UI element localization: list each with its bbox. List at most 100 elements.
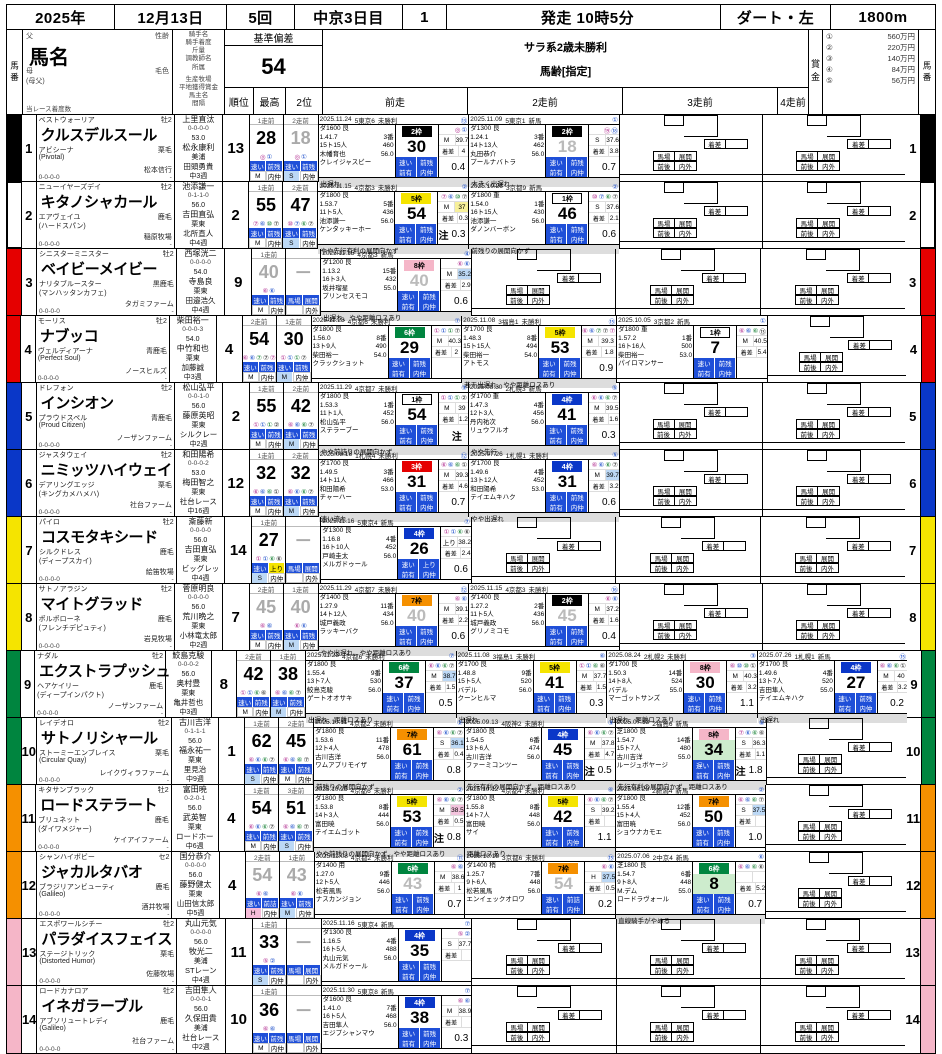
past-race-details: ダ1700 良 1.49.5 3番 14ト11人 466 和田陽希 53.0 チャーハー — [319, 460, 395, 512]
past-race-block[interactable]: 2025.11.30 5東京8 新馬 ⑦ ダ1600 良 1.41.0 7番 16ト5人 468… — [321, 986, 473, 1053]
horse-name-cell[interactable]: ナダル 牡2 エクストラプッシュ ヘアケイリー 鹿毛 (ディープインパクト) ノーザンファー… — [35, 651, 171, 717]
past-race-block[interactable]: 2025.11.08 4京都2 未勝利 ⑪ ダ1400 用 1.27.0 9番 12ト5人 44… — [314, 852, 466, 918]
table-row[interactable]: 12 シャンハイボビー セ2 ジャカルタバオ ブラジリアンビューティ 鹿毛 (Galileo… — [7, 852, 935, 925]
jockey-trainer-cell[interactable]: 西塚洸二 0-0-0-0 54.0 寺島良 栗東 田邉浩久 中4週 — [177, 249, 226, 315]
horse-name-cell[interactable]: レイデオロ 牡2 サトノリシャール ストーミーエンブレイス 栗毛 (Circular Qu… — [37, 718, 173, 784]
deviation-best-cell: 1走前 33 ⑤ ② 速い 前残 S 内仲 — [252, 919, 287, 985]
past-race-gate: 1番 — [534, 200, 545, 208]
past-race-block[interactable]: 2025.10.11 4京都2 未勝利 ② ダ1800 良 1.53.6 11番 12ト4人 4… — [314, 718, 465, 791]
table-row[interactable]: 9 ナダル 牡2 エクストラプッシュ ヘアケイリー 鹿毛 (ディープインパクト) ノーザンファ… — [7, 651, 935, 724]
jockey-trainer-cell[interactable]: 松山弘平 0-0-1-0 56.0 藤原英昭 栗東 シルクレー 中2週 — [175, 383, 224, 449]
past-race-comment — [762, 442, 906, 449]
table-row[interactable]: 11 キタサンブラック 牡2 ロードステラート ブリュネット 鹿毛 (ダイワメジャー) ケイア… — [7, 785, 936, 858]
prize-amount: 560万円 — [887, 32, 915, 41]
jockey-trainer-cell[interactable]: 富田暁 0-2-0-1 56.0 武英智 栗東 ロードホー 中6週 — [172, 785, 219, 851]
inside-outside-label: 内外 — [672, 1032, 695, 1042]
table-row[interactable]: 8 サトノアラジン 牡2 マイトグラッド ポルポローネ 鹿毛 (フレンチデピュティ) 岩見牧場… — [7, 584, 935, 657]
jockey-trainer-cell[interactable]: 和田陽希 0-0-0-2 53.0 梅田智之 栗東 社台レース 中16週 — [175, 450, 223, 516]
earnings: - — [166, 777, 170, 784]
table-row[interactable]: 14 ロードカナロア 牡2 イネガラーブル アブソリュートレディ 鹿毛 (Galileo) 社… — [7, 986, 935, 1053]
horse-name-cell[interactable]: モーリス 牡2 ナブッコ ヴェルディアーナ 青鹿毛 (Perfect Soul) ノースヒル… — [36, 316, 170, 382]
past-race-block[interactable]: 2025.08.16 1札幌4 未勝利 ⑫ ダ1700 良 1.49.5 3番 14ト11人 4… — [318, 450, 470, 523]
past-race-block[interactable]: 2025.11.24 5東京6 未勝利 ⑬ ダ1600 良 1.41.7 3番 15ト15人 4… — [318, 115, 470, 188]
past-race-block[interactable]: 2025.09.13 4阪神2 未勝利 ③ ダ1800 良 1.54.5 6番 13ト6人 47… — [464, 718, 616, 791]
past-race-block[interactable]: 2025.11.16 5東京4 新馬 ⑦ ダ1300 良 1.16.8 4番 16ト10人 45… — [321, 517, 472, 583]
jockey-trainer-cell[interactable]: 池添謙一 0-1-1-0 56.0 吉田直弘 栗東 北所直人 中4週 — [175, 182, 223, 248]
deviation-run-label: 2走前 — [283, 115, 318, 125]
past-race-block[interactable]: 2025.10.18 3京都6 未勝利 ⑮ ダ1400 稍 1.25.7 7番 9ト6人 448… — [465, 852, 617, 918]
past-race-block[interactable]: 2025.10.05 3京都2 新馬 ① ダ1800 重 1.57.2 1番 16ト16人 50… — [617, 316, 768, 382]
past-race-block[interactable]: 2025.11.15 4京都3 未勝利 ② ダ1800 良 1.53.7 5番 11ト5人 43… — [318, 182, 470, 255]
past-race-score: 40 — [407, 606, 427, 625]
past-race-block[interactable]: 2025.07.26 1札幌1 未勝利 ⑤ ダ1700 良 1.49.6 4番 13ト12人 4… — [469, 450, 620, 523]
table-row[interactable]: 7 パイロ 牡2 コスモタキシード シルクドレス 鹿毛 (ディープスカイ) 絵笛牧場 0-0-0… — [7, 517, 936, 584]
past-race-block[interactable]: 2025.08.24 2札幌2 未勝利 ③ ダ1700 良 1.50.3 14番 14ト8人 5… — [607, 651, 758, 724]
pace-letter-tag: M — [252, 1043, 270, 1053]
past-race-block[interactable]: 2025.07.06 2中京4 新馬 ⑥ 芝1800 良 1.54.7 6番 9ト8人 448 M… — [616, 852, 767, 925]
past-race-block[interactable]: 2025.11.15 4京都3 未勝利 ⑯ ダ1400 良 1.27.2 2番 11ト5人 43… — [469, 584, 620, 650]
jockey-trainer-cell[interactable]: 国分恭介 0-0-0-0 56.0 藤野健太 栗東 山田信太郎 中5週 — [172, 852, 220, 918]
horse-name-cell[interactable]: ニューイヤーズデイ 牡2 キタノシャカール エアヴェイユ 鹿毛 (ハードスパン) 稲原牧場 0… — [37, 182, 175, 248]
past-race-block[interactable]: 2025.11.23 4京都6 未勝利 ⑦ ダ1800 良 1.56.0 8番 13ト9人 49… — [311, 316, 463, 382]
past-race-block[interactable]: 2025.07.26 1札幌1 新馬 ⑮ ダ1700 良 1.49.6 4番 13ト7人 520… — [757, 651, 907, 724]
header-jockey-name-label: 騎手名 — [188, 31, 209, 38]
table-row[interactable]: 4 モーリス 牡2 ナブッコ ヴェルディアーナ 青鹿毛 (Perfect Soul) ノースヒ… — [7, 316, 936, 389]
table-row[interactable]: 13 エスポワールシチー 牡2 パラダイスフェイス ステージトリック 栗毛 (Distort… — [7, 919, 935, 986]
past-front-advantage-tag: 前有 — [541, 837, 563, 847]
past-race-time-diff: 0.5 — [597, 764, 612, 776]
table-row[interactable]: 1 ベストウォーリア 牡2 クルスデルスール アビシーナ 栗毛 (Pivotal) 松本信行 0… — [7, 115, 935, 188]
horse-name-cell[interactable]: ジャスタウェイ 牡2 ニミッツハイウェイ デアリングエッジ 栗毛 (キングカメハメハ) 社台… — [37, 450, 175, 516]
past-race-block[interactable]: 2025.08.30 2札幌3 新馬 ⑤ ダ1700 重 1.47.3 4番 12ト3人 456… — [468, 383, 620, 456]
past-race-block[interactable]: 2025.08.28 2新潟4 新馬 ② ダ1800 良 1.55.4 12番 15ト4人 45… — [615, 785, 767, 851]
jockey-trainer-cell[interactable]: 斎藤新 0-0-0-0 56.0 吉田直弘 栗東 ビッグレッ 中4週 — [177, 517, 226, 583]
past-pace-position-tag: 前残 — [416, 626, 438, 636]
table-row[interactable]: 2 ニューイヤーズデイ 牡2 キタノシャカール エアヴェイユ 鹿毛 (ハードスパン) 稲原牧場… — [7, 182, 935, 255]
horse-name-cell[interactable]: パイロ 牡2 コスモタキシード シルクドレス 鹿毛 (ディープスカイ) 絵笛牧場 0-0-0-… — [37, 517, 177, 583]
jockey-trainer-cell[interactable]: 丸山元気 0-0-0-0 56.0 牧光二 美浦 STレーン 中4週 — [177, 919, 226, 985]
table-row[interactable]: 5 ドレフォン 牡2 インシオン プラウドスペル 青鹿毛 (Proud Citizen) ノー… — [7, 383, 935, 456]
horse-name-cell[interactable]: ロードカナロア 牡2 イネガラーブル アブソリュートレディ 鹿毛 (Galileo) 社台フ… — [37, 986, 178, 1053]
past-race-block[interactable]: 2025.07.13 2福島6 新馬 ④ 芝1800 良 1.54.7 14番 15ト7人 48… — [615, 718, 767, 791]
horse-name-cell[interactable]: エスポワールシチー 牡2 パラダイスフェイス ステージトリック 栗毛 (Distorted… — [37, 919, 178, 985]
past-race-block[interactable]: 2025.10.26 3京都9 新馬 ② ダ1800 重 1.54.0 1番 16ト15人 43… — [469, 182, 621, 255]
past-race-block[interactable]: 2025.11.29 4京都7 未勝利 ③ ダ1800 良 1.53.3 1番 11ト1人 45… — [318, 383, 469, 456]
running-style-mark: ⑦ — [595, 327, 602, 335]
jockey-trainer-cell[interactable]: 柴田裕一 0-0-0-3 54.0 中竹和也 栗東 加藤誠 中3週 — [170, 316, 217, 382]
jockey-trainer-cell[interactable]: 鮫島克駿 0-0-0-2 56.0 奥村豊 栗東 亀井哲也 中3週 — [166, 651, 212, 717]
horse-name-cell[interactable]: サトノアラジン 牡2 マイトグラッド ポルポローネ 鹿毛 (フレンチデピュティ) 岩見牧場 0… — [37, 584, 175, 650]
horse-name-cell[interactable]: シニスターミニスター 牡2 ベイビーメイビー ナリタブルースター 黒鹿毛 (マンハッタンカ… — [37, 249, 177, 315]
horse-name-cell[interactable]: キタサンブラック 牡2 ロードステラート ブリュネット 鹿毛 (ダイワメジャー) ケイアイフ… — [36, 785, 172, 851]
past-race-block[interactable]: 2025.11.15 4京都3 新馬 ④ ダ1200 良 1.13.2 15番 16ト3人 43… — [321, 249, 472, 322]
table-row[interactable]: 3 シニスターミニスター 牡2 ベイビーメイビー ナリタブルースター 黒鹿毛 (マンハッタン… — [7, 249, 936, 322]
horse-name-cell[interactable]: シャンハイボビー セ2 ジャカルタバオ ブラジリアンビューティ 鹿毛 (Galileo) 酒… — [37, 852, 173, 918]
jockey-name: 松山弘平 — [182, 383, 215, 392]
deviation-run-label: 1走前 — [244, 785, 278, 795]
table-row[interactable]: 6 ジャスタウェイ 牡2 ニミッツハイウェイ デアリングエッジ 栗毛 (キングカメハメハ) 社… — [7, 450, 935, 523]
past-race-block[interactable]: 2025.11.23 4京都6 未勝利 ⑦ ダ1800 良 1.55.4 9番 13ト7人 53… — [305, 651, 457, 724]
past-race-pace: M — [438, 202, 456, 212]
past-race-class: 未勝利 — [373, 787, 394, 795]
past-race-block[interactable]: 2025.10.12 4京都4 未勝利 ⑥ ダ1800 良 1.55.8 8番 14ト7人 44… — [464, 785, 616, 858]
owner-name: 北所直人 — [183, 229, 214, 239]
past-race-block[interactable]: 2025.10.25 4京都6 未勝利 ② ダ1800 良 1.53.8 8番 14ト3人 44… — [313, 785, 465, 858]
past-race-block[interactable]: 2025.11.08 3福島1 未勝利 ⑮ ダ1700 良 1.48.3 8番 15ト15人 4… — [462, 316, 618, 389]
running-style-mark: ⑥ — [608, 863, 615, 871]
past-race-body-weight: 452 — [382, 410, 394, 418]
past-race-date: 2025.11.24 — [319, 116, 352, 123]
jockey-trainer-cell[interactable]: 上里直汰 0-0-0-0 53.0 松永康利 美浦 田頭勇貴 中3週 — [175, 115, 223, 181]
jockey-trainer-cell[interactable]: 吉田隼人 0-0-0-1 56.0 久保田貴 美浦 社台レース 中2週 — [177, 986, 226, 1053]
past-race-block[interactable]: 2025.11.29 4京都7 未勝利 ⑫ ダ1400 良 1.27.9 11番 14ト12人… — [318, 584, 470, 657]
past-race-block[interactable]: 2025.11.16 5東京4 新馬 ⑦ ダ1300 良 1.16.5 4番 16ト5人 488… — [321, 919, 473, 985]
header-belong-label: 所属 — [192, 63, 205, 71]
margin-label: 着差 — [848, 340, 871, 350]
owner-name: 社台レース — [179, 497, 217, 507]
horse-name-cell[interactable]: ドレフォン 牡2 インシオン プラウドスペル 青鹿毛 (Proud Citizen) ノーザ… — [37, 383, 176, 449]
table-row[interactable]: 10 レイデオロ 牡2 サトノリシャール ストーミーエンブレイス 栗毛 (Circular … — [7, 718, 935, 791]
past-race-block[interactable]: 2025.11.09 5東京1 新馬 ① ダ1300 良 1.24.1 3番 14ト13人 46… — [469, 115, 620, 188]
horse-name-cell[interactable]: ベストウォーリア 牡2 クルスデルスール アビシーナ 栗毛 (Pivotal) 松本信行 0-… — [37, 115, 175, 181]
jockey-trainer-cell[interactable]: 古川吉洋 0-1-1-1 56.0 福永祐一 栗東 里見治 中9週 — [172, 718, 219, 784]
running-style-mark: ⑥ — [436, 729, 443, 737]
past-race-block[interactable]: 2025.11.08 3福島1 未勝利 ⑥ ダ1700 良 1.48.8 9番 15ト5人 52… — [456, 651, 608, 724]
jockey-trainer-cell[interactable]: 菅原明良 0-0-0-0 56.0 荒川晩之 栗東 小林竜太郎 中2週 — [175, 584, 223, 650]
